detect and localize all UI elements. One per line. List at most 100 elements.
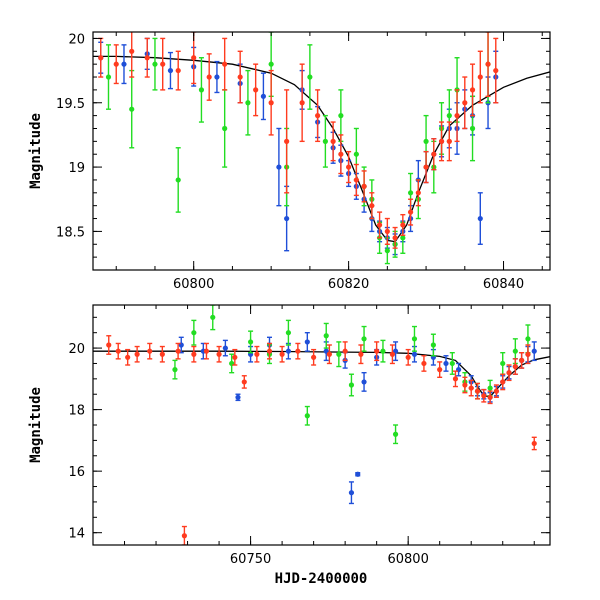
bottom-data-point bbox=[411, 351, 418, 357]
bottom-series-1 bbox=[172, 305, 531, 445]
bottom-y-tick-label: 20 bbox=[68, 342, 85, 357]
bottom-x-axis-label: HJD-2400000 bbox=[275, 571, 368, 587]
bottom-data-point bbox=[304, 339, 310, 345]
bottom-data-point bbox=[159, 351, 165, 357]
bottom-data-point bbox=[304, 413, 310, 419]
bottom-data-point bbox=[134, 351, 140, 357]
top-data-point bbox=[253, 87, 259, 93]
bottom-y-tick-label: 14 bbox=[68, 527, 85, 542]
top-data-point bbox=[493, 67, 499, 74]
top-axes: 60800 60820 60840 18.5 19 19.5 20 bbox=[56, 31, 551, 292]
top-data-point bbox=[361, 183, 367, 189]
bottom-data-point bbox=[462, 382, 468, 388]
top-data-point bbox=[469, 125, 476, 132]
bottom-data-point bbox=[295, 348, 301, 354]
top-data-point bbox=[384, 228, 390, 235]
top-data-point bbox=[438, 138, 445, 144]
top-data-point bbox=[369, 203, 375, 209]
top-data-point bbox=[338, 151, 344, 157]
bottom-data-point bbox=[481, 393, 487, 399]
top-data-point bbox=[222, 125, 228, 132]
bottom-data-point bbox=[449, 360, 455, 367]
bottom-x-tick-label: 60800 bbox=[387, 552, 428, 567]
bottom-data-point bbox=[493, 388, 500, 394]
top-data-point bbox=[315, 113, 321, 119]
top-data-point bbox=[400, 235, 406, 241]
top-data-point bbox=[98, 55, 104, 61]
bottom-data-point bbox=[355, 471, 361, 477]
top-frame bbox=[92, 31, 551, 271]
bottom-data-point bbox=[342, 348, 348, 354]
bottom-data-point bbox=[421, 360, 427, 367]
bottom-data-point bbox=[326, 351, 332, 357]
bottom-data-point bbox=[106, 342, 112, 348]
top-data-point bbox=[415, 190, 421, 196]
top-y-tick-label: 18.5 bbox=[56, 225, 85, 240]
top-plot-area bbox=[93, 32, 550, 265]
top-data-point bbox=[237, 74, 243, 80]
top-data-point bbox=[353, 151, 359, 157]
top-data-point bbox=[407, 209, 414, 215]
top-x-tick-label: 60840 bbox=[483, 277, 524, 292]
top-data-point bbox=[446, 138, 452, 144]
bottom-frame bbox=[92, 304, 551, 546]
top-y-axis-label: Magnitude bbox=[28, 113, 44, 189]
top-data-point bbox=[105, 74, 112, 80]
top-data-point bbox=[144, 55, 150, 61]
top-x-tick-label: 60800 bbox=[173, 277, 214, 292]
top-data-point bbox=[307, 74, 313, 80]
bottom-data-point bbox=[487, 385, 493, 391]
top-y-tick-label: 19.5 bbox=[56, 97, 85, 112]
top-data-point bbox=[175, 177, 181, 183]
bottom-series-0 bbox=[178, 331, 537, 505]
bottom-series-2 bbox=[106, 335, 537, 545]
top-data-point bbox=[376, 222, 383, 228]
bottom-data-point bbox=[216, 351, 222, 357]
bottom-data-point bbox=[285, 348, 292, 354]
top-panel: 60800 60820 60840 18.5 19 19.5 20 Magnitude bbox=[28, 31, 551, 292]
top-data-point bbox=[268, 100, 274, 106]
top-data-point bbox=[129, 48, 135, 54]
bottom-data-point bbox=[531, 440, 537, 447]
bottom-data-point bbox=[525, 351, 531, 357]
top-data-point bbox=[206, 74, 212, 80]
bottom-data-point bbox=[336, 351, 342, 357]
bottom-y-axis-label: Magnitude bbox=[28, 387, 44, 463]
top-data-point bbox=[407, 190, 414, 196]
top-data-point bbox=[469, 87, 476, 93]
top-data-point bbox=[462, 100, 468, 106]
top-data-point bbox=[299, 100, 305, 106]
bottom-data-point bbox=[191, 351, 197, 357]
bottom-y-tick-label: 18 bbox=[68, 404, 85, 419]
top-series-2 bbox=[98, 32, 499, 249]
top-data-point bbox=[276, 164, 282, 170]
bottom-data-point bbox=[323, 333, 329, 339]
bottom-data-point bbox=[430, 342, 436, 348]
top-data-point bbox=[198, 87, 205, 93]
bottom-data-point bbox=[235, 394, 241, 400]
top-data-point bbox=[214, 74, 220, 80]
bottom-data-point bbox=[361, 336, 367, 342]
top-data-point bbox=[446, 113, 452, 119]
bottom-data-point bbox=[285, 330, 292, 336]
bottom-data-point bbox=[380, 348, 386, 354]
bottom-panel: 60750 60800 14 16 18 20 Magnitude HJD-2400000 bbox=[28, 304, 551, 587]
bottom-data-point bbox=[358, 351, 364, 357]
bottom-x-tick-label: 60750 bbox=[230, 552, 271, 567]
bottom-data-point bbox=[222, 345, 228, 351]
top-data-point bbox=[392, 235, 398, 241]
bottom-data-point bbox=[125, 354, 131, 360]
top-data-point bbox=[260, 93, 267, 99]
bottom-data-point bbox=[487, 394, 493, 400]
bottom-data-point bbox=[437, 367, 443, 373]
bottom-data-point bbox=[411, 336, 418, 342]
top-data-point bbox=[346, 164, 352, 170]
top-data-point bbox=[338, 113, 344, 119]
bottom-data-point bbox=[232, 354, 238, 360]
top-data-point bbox=[353, 177, 359, 183]
bottom-data-point bbox=[147, 348, 153, 354]
bottom-data-point bbox=[181, 533, 187, 539]
bottom-data-point bbox=[175, 348, 181, 354]
bottom-data-point bbox=[405, 354, 411, 360]
